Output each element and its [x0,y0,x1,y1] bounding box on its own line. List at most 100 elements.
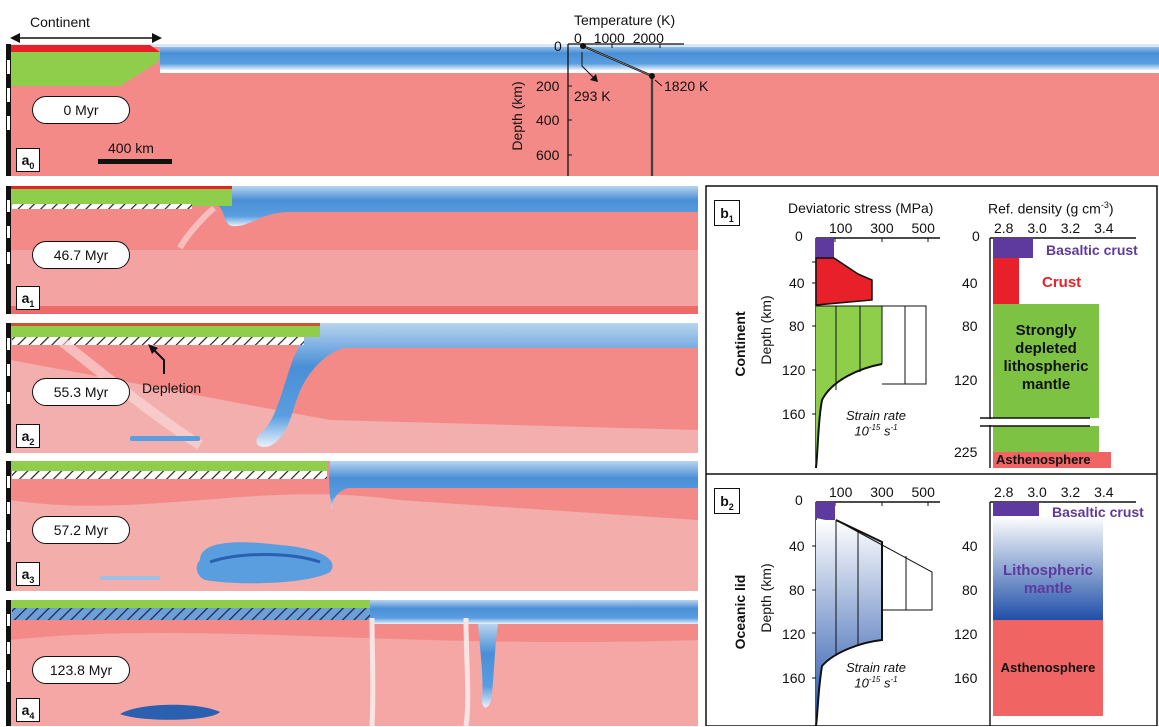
b1-density-tick-3.0: 3.0 [1027,220,1047,236]
b2-strain-rate-base: 10 [854,675,869,691]
b1-layer-depleted-line1: Strongly [1015,322,1077,339]
continent-arrow [10,33,162,43]
panel-letter-a3-sub: 3 [29,574,35,585]
b1-depth-tick-40: 40 [789,275,805,291]
panel-letter-a3: a3 [16,562,40,586]
panel-letter-b1-sub: 1 [728,213,734,224]
b1-depth-tick-160: 160 [782,406,806,422]
b2-strain-rate-exp1: -15 [868,675,881,684]
b1-layer-basaltic-crust: Basaltic crust [1046,242,1138,258]
panel-a2-model [6,323,698,453]
b1-density-tick-2.8: 2.8 [994,220,1014,236]
b1-strain-rate-s: s [880,423,891,439]
continent-label: Continent [30,14,90,30]
b2-layer-asthenosphere: Asthenosphere [1000,660,1096,675]
panel-letter-a1-text: a [21,290,30,306]
b1-density-title: Ref. density (g cm-3) [988,200,1114,217]
time-label-a3: 57.2 Myr [32,516,130,544]
b2-layer-litho-line1: Lithospheric [1002,562,1093,579]
b2-depth-tick-40: 40 [789,538,805,554]
b1-stress-ticks: 100 300 500 [829,220,949,236]
temperature-tick-2000: 2000 [632,30,664,46]
b1-stress-tick-500: 500 [911,220,935,236]
panel-letter-a2-sub: 2 [29,436,35,447]
panel-letter-a1-sub: 1 [29,298,35,309]
b2-density-tick-2.8: 2.8 [994,484,1014,500]
panel-letter-b2-text: b [720,493,729,509]
panel-letter-a4-text: a [21,702,30,718]
panel-letter-b2: b2 [714,488,740,514]
time-label-a0: 0 Myr [32,96,130,124]
b2-density-tick-3.2: 3.2 [1060,484,1081,500]
b1-depth-tick-120: 120 [782,362,806,378]
temperature-inset [567,43,684,176]
b1-stress-tick-300: 300 [870,220,894,236]
b1-density-depth-120: 120 [954,372,978,388]
temperature-tick-0: 0 [574,30,582,46]
b2-strain-rate-s: s [880,675,891,691]
panel-letter-b1: b1 [714,200,740,226]
time-label-a4: 123.8 Myr [32,656,130,684]
panel-letter-a4-sub: 4 [29,710,35,721]
depth-tick-400: 400 [536,112,560,128]
b1-strain-rate-exp1: -15 [868,423,881,432]
b2-density-depth-160: 160 [954,670,978,686]
temperature-ticks: 0 1000 2000 [574,30,714,46]
b2-strain-rate-units: 10-15 s-1 [846,675,906,690]
b2-depth-tick-80: 80 [789,582,805,598]
b1-layer-depleted-line2: depleted [1015,340,1077,357]
scale-bar-label: 400 km [108,140,154,156]
b2-strain-rate-exp2: -1 [890,675,898,684]
b1-density-depth-80: 80 [962,318,978,334]
b2-density-depth-120: 120 [954,626,978,642]
b1-strain-rate-units: 10-15 s-1 [846,423,906,438]
panel-letter-a3-text: a [21,566,30,582]
b1-stress-tick-100: 100 [829,220,853,236]
b2-stress-ticks: 100 300 500 [829,484,949,500]
panel-letter-a4: a4 [16,698,40,722]
b1-layer-depleted-line3: lithospheric [1003,358,1089,375]
b2-density-profile [989,501,1136,726]
b2-density-tick-3.0: 3.0 [1027,484,1047,500]
panel-letter-a2: a2 [16,424,40,448]
time-label-a1: 46.7 Myr [32,241,130,269]
b2-depth-tick-120: 120 [782,626,806,642]
b2-density-depth-40: 40 [962,538,978,554]
b1-density-profile [980,237,1136,468]
panel-letter-a0-sub: 0 [29,160,35,171]
panel-letter-b1-text: b [720,205,729,221]
b2-depth-tick-0: 0 [795,492,803,508]
b2-strain-rate-label: Strain rate [846,660,906,675]
b2-density-ticks: 2.8 3.0 3.2 3.4 [994,484,1144,500]
panel-letter-a0: a0 [16,148,40,172]
b2-stress-tick-300: 300 [870,484,894,500]
depth-tick-600: 600 [536,147,560,163]
b2-depth-tick-160: 160 [782,670,806,686]
panel-a0-model [10,44,1159,176]
b1-stress-title: Deviatoric stress (MPa) [788,200,934,216]
depletion-annotation: Depletion [142,380,202,396]
b1-side-label: Continent [732,311,748,377]
panel-letter-a0-text: a [21,152,30,168]
b1-layer-crust: Crust [1042,274,1082,291]
b1-density-depth-225: 225 [954,444,978,460]
b1-depth-tick-80: 80 [789,318,805,334]
b2-stress-profile [812,501,940,726]
b1-strain-rate-exp2: -1 [890,423,898,432]
mantle-temperature: 1820 K [664,78,709,94]
surface-temperature: 293 K [574,88,611,104]
b2-layer-litho-line2: mantle [1023,580,1073,597]
b1-density-depth-40: 40 [962,275,978,291]
b1-density-title-sup: -3 [1100,200,1109,210]
temperature-axis-title: Temperature (K) [574,12,676,28]
time-label-a2: 55.3 Myr [32,378,130,406]
b1-layer-depleted-line4: mantle [1021,376,1071,393]
depth-tick-0: 0 [554,38,562,54]
b1-density-ticks: 2.8 3.0 3.2 3.4 [994,220,1144,236]
b1-layer-depleted-mantle: Strongly depleted lithospheric mantle [993,322,1099,394]
b2-strain-rate: Strain rate 10-15 s-1 [846,660,906,690]
panel-letter-a2-text: a [21,428,30,444]
b2-side-label: Oceanic lid [732,574,748,650]
b1-density-tick-3.4: 3.4 [1094,220,1114,236]
